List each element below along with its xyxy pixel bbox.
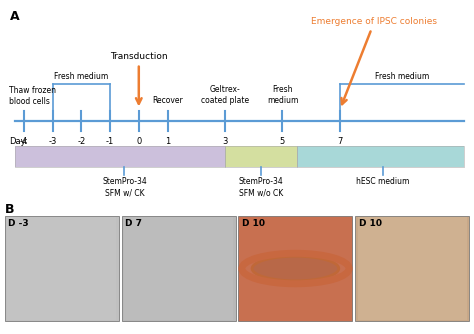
- Text: Recover: Recover: [152, 97, 183, 106]
- Bar: [122, 216, 236, 321]
- Text: -1: -1: [106, 138, 114, 146]
- Text: B: B: [5, 203, 14, 216]
- Text: hESC medium: hESC medium: [356, 177, 410, 186]
- Bar: [297, 146, 464, 167]
- Text: StemPro-34
SFM w/ CK: StemPro-34 SFM w/ CK: [102, 177, 147, 197]
- Bar: [124, 217, 233, 320]
- Text: -4: -4: [20, 138, 28, 146]
- Text: 7: 7: [337, 138, 343, 146]
- Text: D -3: D -3: [9, 219, 29, 228]
- Bar: [15, 146, 225, 167]
- Text: Day:: Day:: [9, 138, 28, 146]
- Bar: [225, 146, 297, 167]
- Bar: [225, 146, 297, 167]
- Bar: [15, 146, 225, 167]
- Text: 1: 1: [165, 138, 170, 146]
- Text: Emergence of IPSC colonies: Emergence of IPSC colonies: [311, 17, 438, 104]
- Bar: [7, 217, 117, 320]
- Bar: [5, 216, 119, 321]
- Text: -3: -3: [48, 138, 57, 146]
- Text: StemPro-34
SFM w/o CK: StemPro-34 SFM w/o CK: [238, 177, 283, 197]
- Bar: [297, 146, 464, 167]
- Circle shape: [252, 256, 339, 281]
- Bar: [357, 217, 467, 320]
- Text: -2: -2: [77, 138, 85, 146]
- Text: A: A: [9, 10, 19, 23]
- Text: Fresh medium: Fresh medium: [374, 72, 429, 81]
- Text: Fresh
medium: Fresh medium: [267, 86, 298, 106]
- Text: Transduction: Transduction: [110, 52, 168, 104]
- Text: D 7: D 7: [125, 219, 142, 228]
- Text: Thaw frozen
blood cells: Thaw frozen blood cells: [9, 87, 56, 107]
- Bar: [238, 216, 353, 321]
- Text: Fresh medium: Fresh medium: [54, 72, 109, 81]
- Text: D 10: D 10: [359, 219, 382, 228]
- Text: D 10: D 10: [242, 219, 265, 228]
- Text: 0: 0: [136, 138, 141, 146]
- Text: Geltrex-
coated plate: Geltrex- coated plate: [201, 86, 249, 106]
- Text: 5: 5: [280, 138, 285, 146]
- Bar: [356, 216, 469, 321]
- Text: 3: 3: [222, 138, 228, 146]
